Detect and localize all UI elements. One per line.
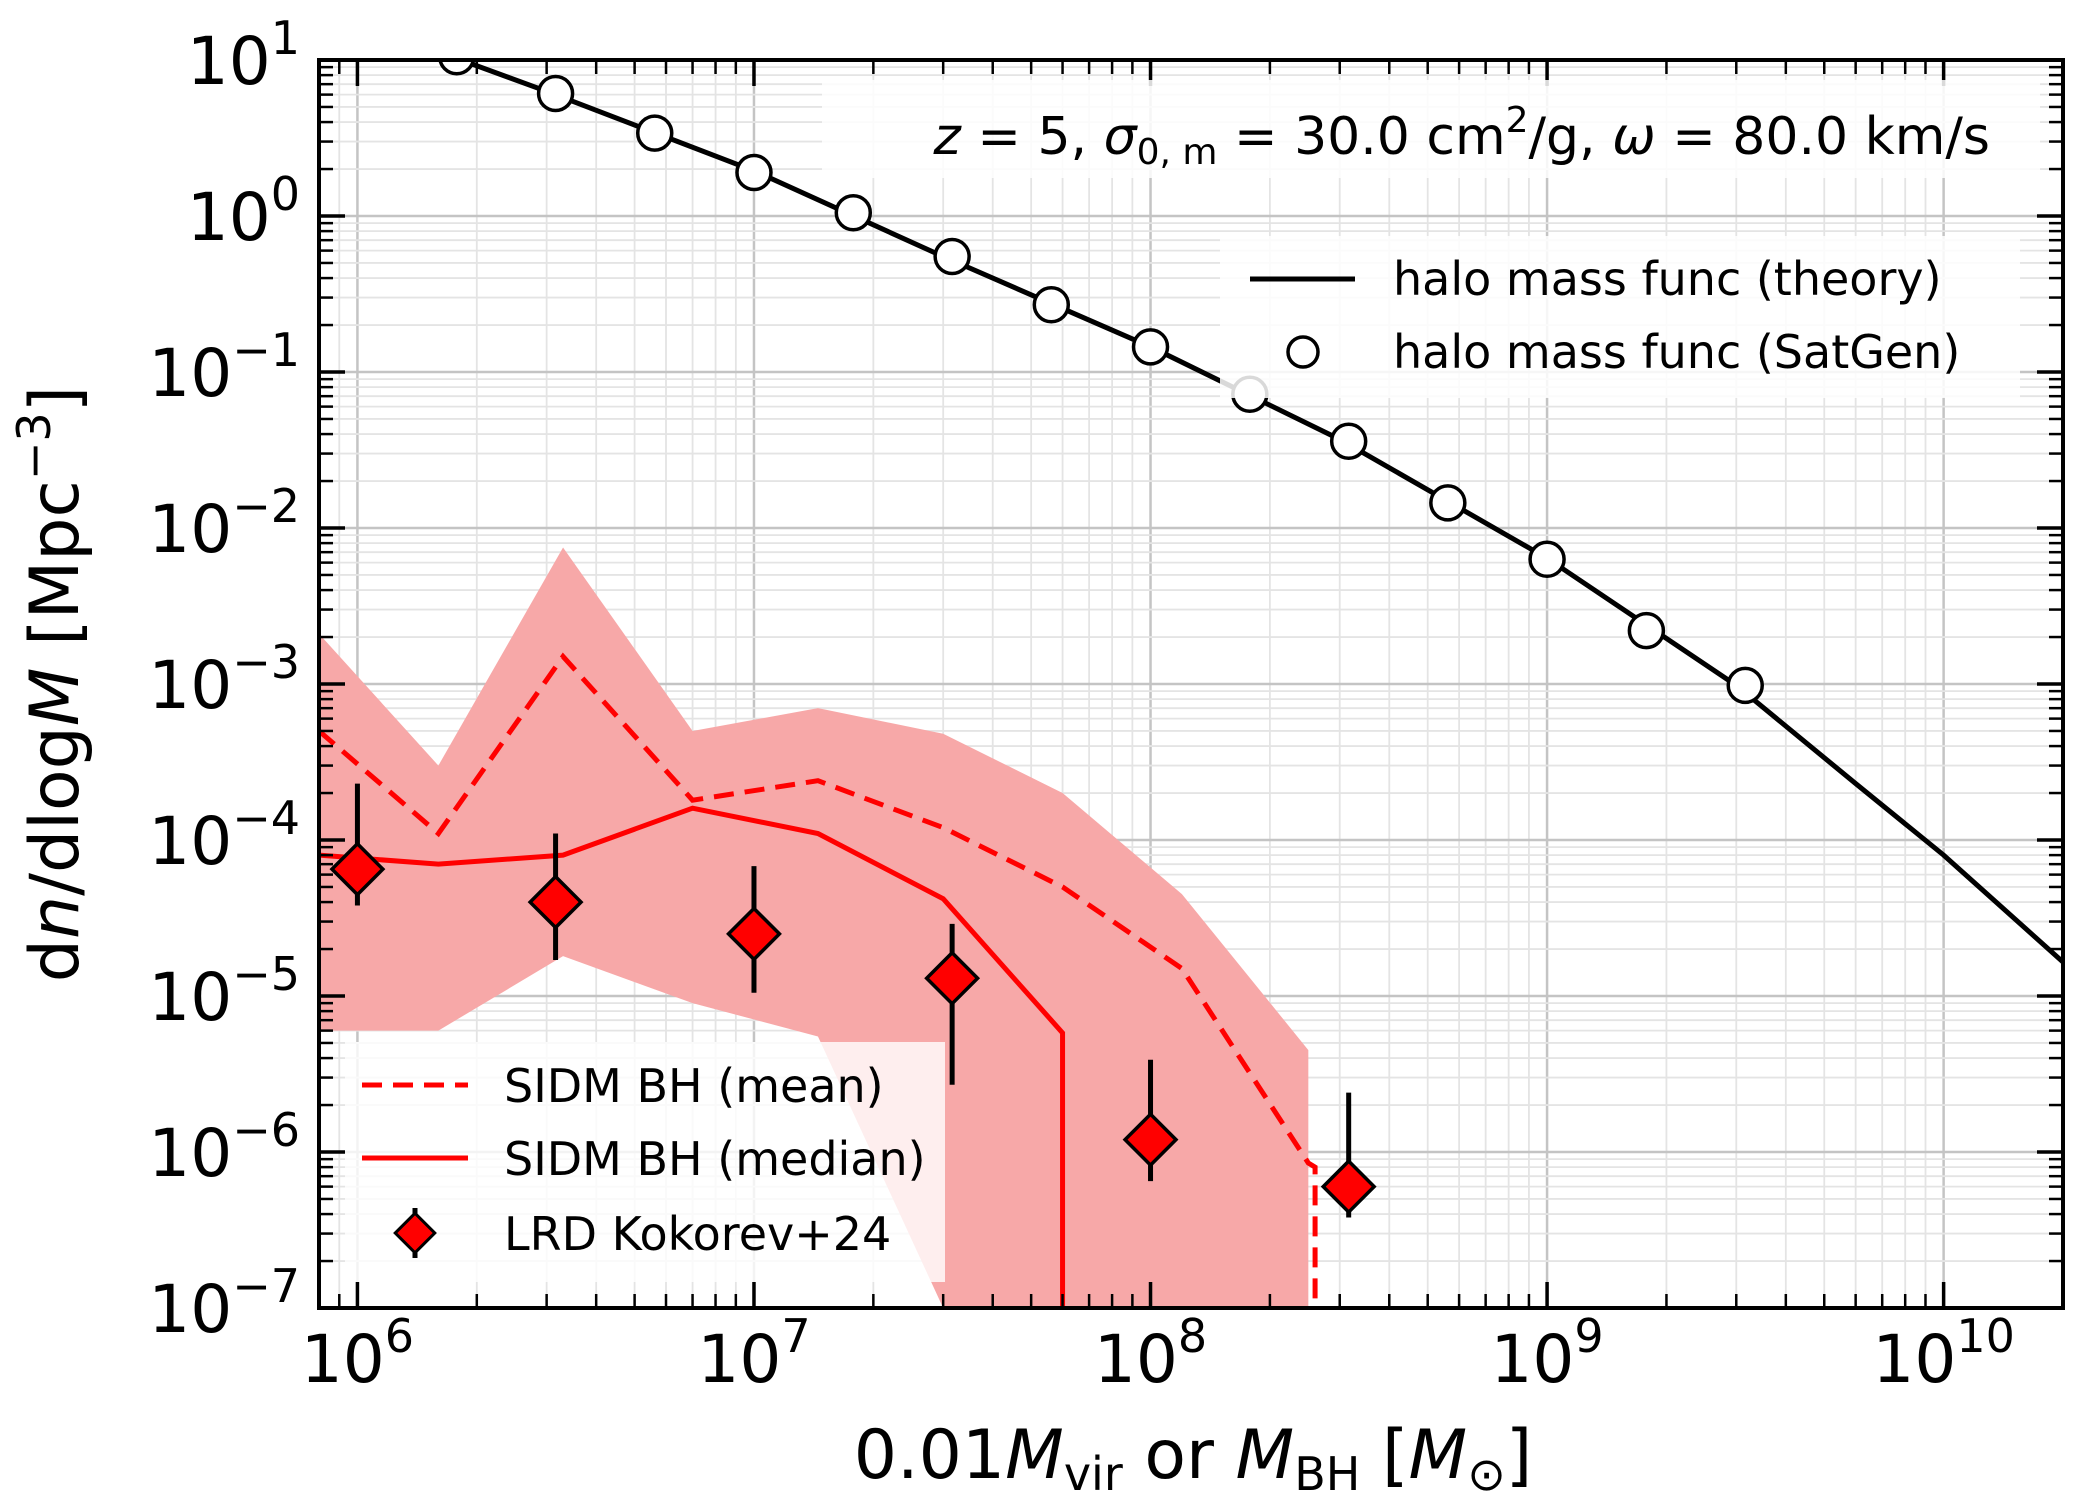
series-sidm-bh-mean <box>319 652 1318 1308</box>
lrd-point <box>527 874 584 931</box>
x-tick-labels: 106 107 108 109 1010 <box>301 1309 2015 1398</box>
legend-lrd-swatch <box>393 1211 437 1255</box>
x-axis-title: 0.01Mvir or MBH [M⊙] <box>854 1416 1533 1500</box>
plot-frame <box>317 58 2065 1310</box>
y-tick-label: 10−6 <box>148 1103 300 1192</box>
lrd-point <box>924 950 981 1007</box>
lrd-point <box>1122 1111 1179 1168</box>
satgen-point <box>834 193 873 232</box>
y-tick-label: 10−1 <box>148 323 300 412</box>
satgen-point <box>1429 484 1467 522</box>
legend-upper-box <box>1220 236 2020 398</box>
legend-satgen-swatch <box>1286 335 1320 369</box>
legend-median-label: SIDM BH (median) <box>504 1132 926 1186</box>
lrd-point <box>329 841 386 898</box>
y-tick-labels: 101 100 10−1 10−2 10−3 10−4 10−5 10−6 10−7 <box>148 11 300 1348</box>
x-tick-label: 109 <box>1490 1309 1603 1398</box>
satgen-point <box>933 237 971 276</box>
legend-lower: SIDM BH (mean) SIDM BH (median) LRD Koko… <box>345 1042 945 1282</box>
legend-lrd-label: LRD Kokorev+24 <box>504 1207 891 1261</box>
y-tick-label: 100 <box>187 167 300 256</box>
lrd-point <box>1320 1158 1377 1215</box>
y-tick-label: 10−3 <box>148 635 300 724</box>
y-tick-label: 10−2 <box>148 479 300 568</box>
satgen-point <box>438 60 476 76</box>
x-tick-label: 1010 <box>1872 1309 2015 1398</box>
legend-mean-label: SIDM BH (mean) <box>504 1059 884 1113</box>
satgen-point <box>635 114 674 152</box>
satgen-point <box>1528 540 1566 579</box>
legend-satgen-label: halo mass func (SatGen) <box>1393 325 1960 379</box>
series-halo-mass-func-satgen <box>438 60 1764 705</box>
x-tick-label: 106 <box>301 1309 414 1398</box>
satgen-point <box>536 74 575 113</box>
parameter-annotation: z = 5, σ0, m = 30.0 cm2/g, ω = 80.0 km/s <box>933 100 1990 173</box>
y-tick-label: 101 <box>187 11 300 100</box>
y-tick-label: 10−7 <box>148 1259 300 1348</box>
satgen-point <box>1627 611 1666 650</box>
x-tick-label: 108 <box>1094 1309 1207 1398</box>
series-lrd-kokorev24 <box>329 783 1377 1218</box>
annotation-box <box>822 80 2040 178</box>
axis-ticks <box>317 58 2065 1310</box>
satgen-point <box>735 153 773 192</box>
legend-upper: halo mass func (theory) halo mass func (… <box>1220 236 2020 398</box>
satgen-point <box>1726 666 1764 705</box>
legend-theory-label: halo mass func (theory) <box>1393 252 1942 306</box>
lrd-point <box>726 905 782 962</box>
satgen-point <box>1329 422 1368 460</box>
y-tick-label: 10−5 <box>148 947 300 1036</box>
legend-lower-box <box>345 1042 945 1282</box>
series-sidm-bh-median <box>319 805 1066 1308</box>
satgen-point <box>1131 328 1170 366</box>
satgen-point <box>1032 285 1071 324</box>
y-tick-label: 10−4 <box>148 791 300 880</box>
x-tick-label: 107 <box>697 1309 810 1398</box>
y-axis-title: dn/dlogM [Mpc−3] <box>7 386 95 982</box>
